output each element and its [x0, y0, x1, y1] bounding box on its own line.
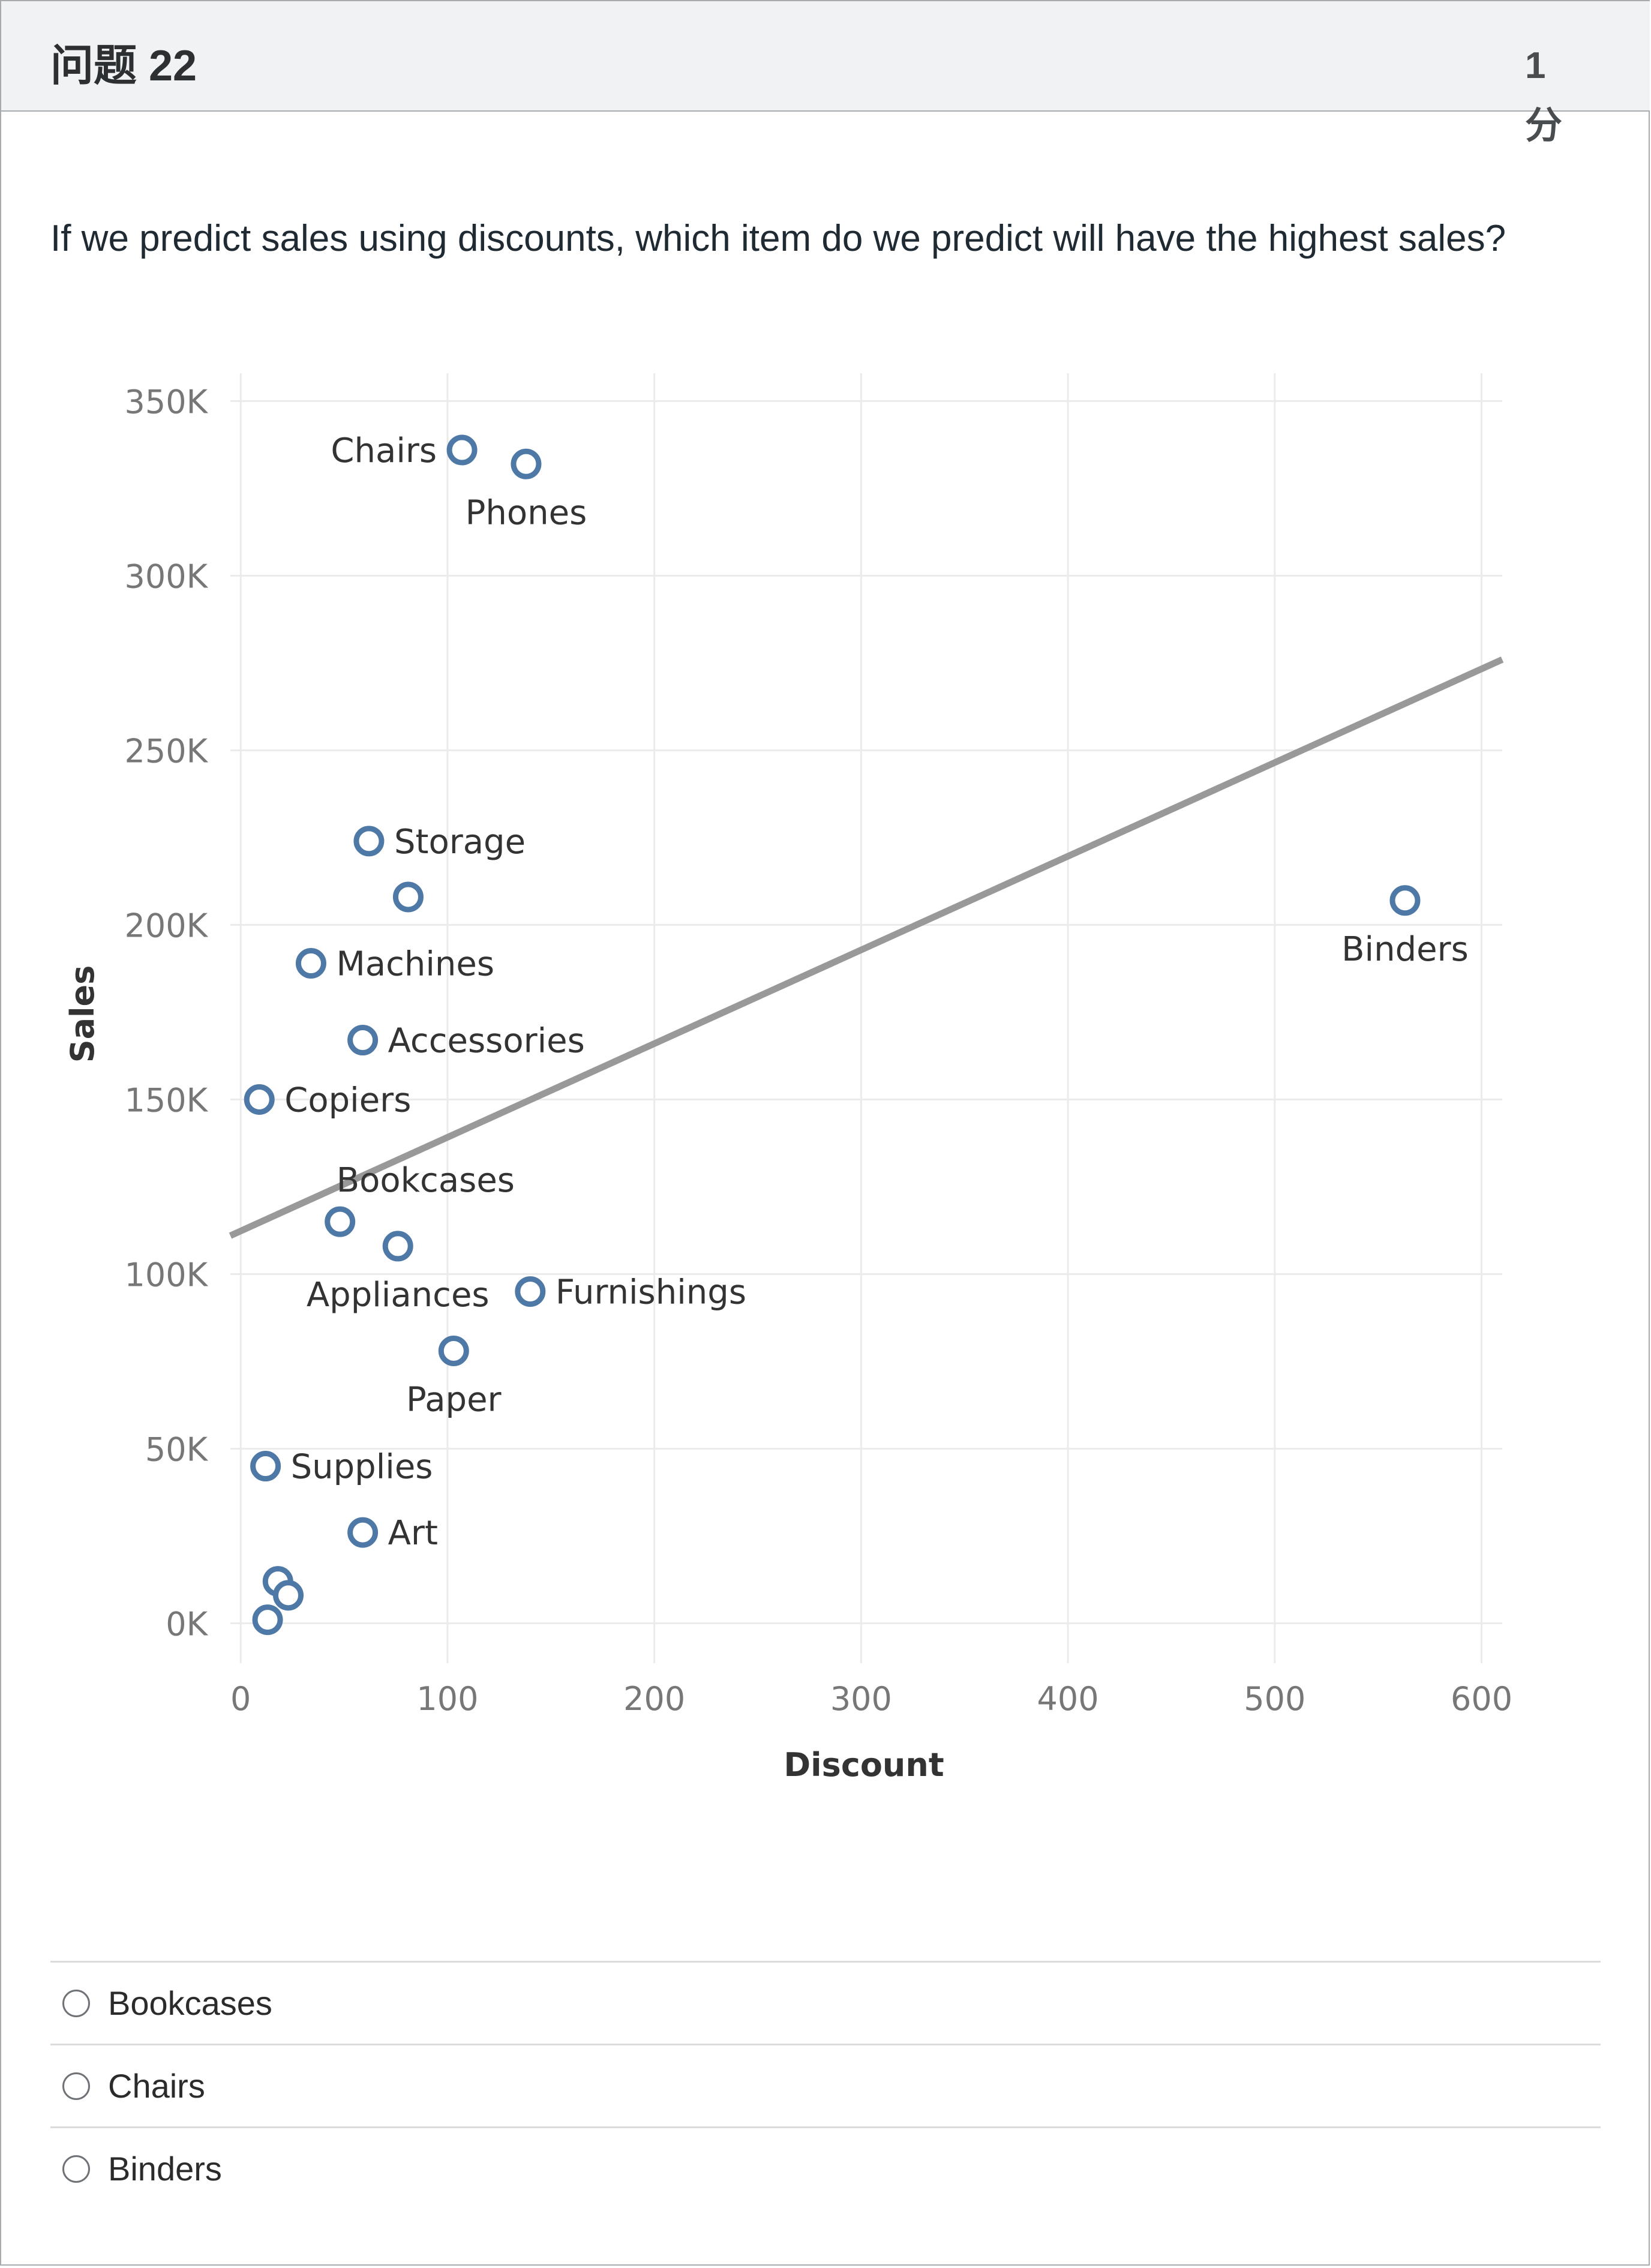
- points-unit: 分: [1525, 105, 1563, 146]
- point-unlabeled-4: [252, 1604, 283, 1636]
- point-chairs: [446, 434, 478, 466]
- point-label-art: Art: [388, 1514, 438, 1553]
- scatter-chart: 0K 50K 100K 150K 200K 250K 300K 350K 0 100 200 300…: [64, 373, 1512, 1784]
- option-binders[interactable]: Binders: [50, 2126, 1601, 2209]
- x-axis-ticks: 0 100 200 300 400 500 600: [230, 1680, 1512, 1718]
- radio-button[interactable]: [62, 2155, 90, 2183]
- x-tick-label: 200: [623, 1680, 685, 1718]
- point-machines: [295, 948, 326, 979]
- question-title: 问题 22: [50, 42, 197, 90]
- points-value: 1: [1525, 45, 1546, 86]
- point-label-paper: Paper: [406, 1381, 502, 1420]
- option-bookcases[interactable]: Bookcases: [50, 1961, 1601, 2044]
- point-paper: [438, 1336, 469, 1367]
- y-tick-label: 350K: [125, 383, 209, 421]
- point-unlabeled-3: [273, 1580, 304, 1611]
- y-tick-label: 50K: [145, 1430, 209, 1468]
- option-label: Bookcases: [108, 1984, 272, 2022]
- point-label-bookcases: Bookcases: [337, 1161, 515, 1200]
- data-points: Chairs Phones Storage Machines Accessories Co…: [244, 431, 1469, 1636]
- point-storage: [353, 826, 385, 857]
- point-label-copiers: Copiers: [284, 1081, 411, 1120]
- point-supplies: [250, 1451, 281, 1482]
- point-art: [347, 1517, 379, 1548]
- point-label-supplies: Supplies: [291, 1448, 433, 1487]
- point-binders: [1389, 885, 1421, 916]
- trend-line: [229, 656, 1504, 1239]
- x-tick-label: 500: [1244, 1680, 1305, 1718]
- answer-options: Bookcases Chairs Binders: [50, 1961, 1601, 2209]
- y-tick-label: 300K: [125, 558, 209, 596]
- y-tick-label: 100K: [125, 1256, 209, 1294]
- question-header: 问题 22 1 分: [1, 1, 1650, 146]
- y-tick-label: 250K: [125, 733, 209, 770]
- x-tick-label: 400: [1037, 1680, 1099, 1718]
- radio-button[interactable]: [62, 1989, 90, 2017]
- point-copiers: [244, 1084, 275, 1115]
- point-label-appliances: Appliances: [307, 1276, 490, 1315]
- x-tick-label: 100: [416, 1680, 478, 1718]
- question-points: 1 分: [1525, 36, 1563, 156]
- point-label-phones: Phones: [466, 493, 587, 532]
- point-unlabeled-1: [392, 881, 424, 913]
- point-furnishings: [515, 1276, 546, 1307]
- y-tick-label: 150K: [125, 1081, 209, 1119]
- y-axis-label: Sales: [64, 965, 101, 1063]
- question-text: If we predict sales using discounts, whi…: [50, 218, 1506, 259]
- point-label-binders: Binders: [1341, 930, 1469, 969]
- option-label: Binders: [108, 2150, 222, 2188]
- option-label: Chairs: [108, 2067, 205, 2105]
- x-axis-label: Discount: [784, 1746, 944, 1784]
- y-axis-ticks: 0K 50K 100K 150K 200K 250K 300K 350K: [125, 383, 209, 1643]
- x-tick-label: 600: [1451, 1680, 1512, 1718]
- point-bookcases: [325, 1206, 356, 1237]
- point-label-chairs: Chairs: [331, 431, 437, 470]
- point-accessories: [347, 1025, 379, 1056]
- option-chairs[interactable]: Chairs: [50, 2044, 1601, 2126]
- y-tick-label: 0K: [166, 1605, 208, 1643]
- point-label-storage: Storage: [394, 823, 526, 862]
- point-phones: [511, 448, 542, 479]
- point-label-furnishings: Furnishings: [556, 1273, 746, 1312]
- point-label-accessories: Accessories: [388, 1022, 585, 1061]
- point-appliances: [382, 1231, 413, 1262]
- chart-grid: [230, 373, 1502, 1663]
- point-label-machines: Machines: [336, 945, 494, 984]
- y-tick-label: 200K: [125, 907, 209, 945]
- radio-button[interactable]: [62, 2072, 90, 2100]
- x-tick-label: 0: [230, 1680, 251, 1718]
- x-tick-label: 300: [830, 1680, 892, 1718]
